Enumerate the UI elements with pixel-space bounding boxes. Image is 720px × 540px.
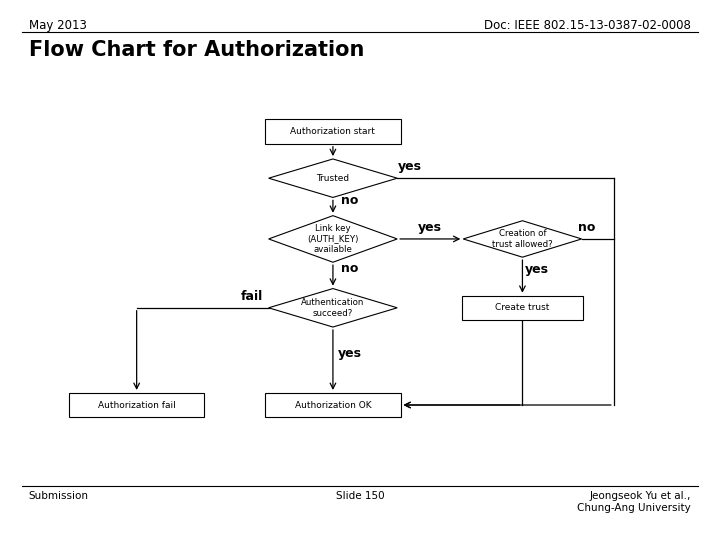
Text: Flow Chart for Authorization: Flow Chart for Authorization [29,40,364,60]
Text: Jeongseok Yu et al.,
Chung-Ang University: Jeongseok Yu et al., Chung-Ang Universit… [577,491,691,513]
Text: Creation of
trust allowed?: Creation of trust allowed? [492,230,553,248]
Text: Link key
(AUTH_KEY)
available: Link key (AUTH_KEY) available [307,224,359,254]
Text: Submission: Submission [29,491,89,502]
Polygon shape [463,221,582,257]
Text: yes: yes [418,221,442,234]
Text: Authorization fail: Authorization fail [98,401,176,409]
Text: Authentication
succeed?: Authentication succeed? [301,298,364,318]
Text: no: no [341,193,359,206]
Text: yes: yes [338,347,362,360]
Text: Doc: IEEE 802.15-13-0387-02-0008: Doc: IEEE 802.15-13-0387-02-0008 [485,19,691,32]
Polygon shape [269,159,397,198]
Text: Authorization start: Authorization start [290,127,375,136]
Text: Authorization OK: Authorization OK [294,401,372,409]
FancyBboxPatch shape [265,393,400,417]
Text: no: no [578,221,595,234]
FancyBboxPatch shape [265,119,400,144]
Text: Create trust: Create trust [495,303,549,312]
Text: Trusted: Trusted [316,174,349,183]
Text: yes: yes [397,160,421,173]
Text: May 2013: May 2013 [29,19,86,32]
Text: no: no [341,262,359,275]
FancyBboxPatch shape [69,393,204,417]
FancyBboxPatch shape [462,295,583,320]
Polygon shape [269,288,397,327]
Text: Slide 150: Slide 150 [336,491,384,502]
Polygon shape [269,215,397,262]
Text: fail: fail [241,290,264,303]
Text: yes: yes [526,264,549,276]
